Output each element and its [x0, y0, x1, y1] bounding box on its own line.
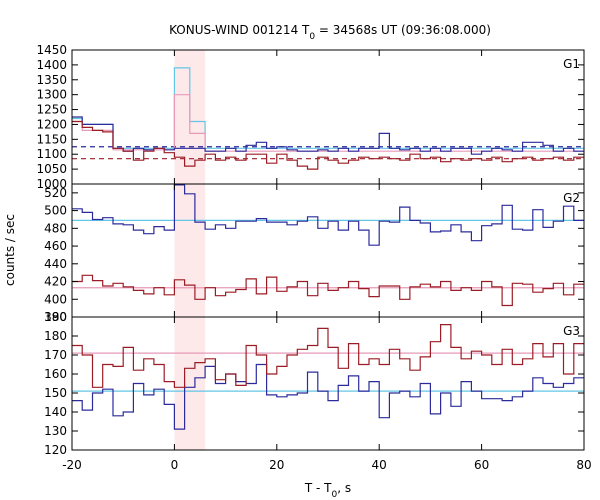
- y-tick-label: 400: [44, 292, 67, 306]
- panel-g1: [72, 67, 584, 170]
- series-red-line: [72, 274, 584, 307]
- y-tick-label: 1000: [36, 177, 67, 191]
- y-tick-label: 460: [44, 239, 67, 253]
- y-axis-label: counts / sec: [3, 214, 17, 286]
- y-tick-label: 140: [44, 405, 67, 419]
- x-axis-label-main: T - T: [304, 481, 332, 495]
- y-tick-label: 130: [44, 424, 67, 438]
- y-tick-label: 160: [44, 367, 67, 381]
- y-tick-label: 480: [44, 221, 67, 235]
- x-tick-label: 20: [269, 458, 284, 472]
- y-tick-label: 1400: [36, 58, 67, 72]
- y-tick-label: 1100: [36, 147, 67, 161]
- panel-frame: [71, 49, 585, 185]
- y-tick-label: 120: [44, 443, 67, 457]
- x-axis-label: T - T0, s: [304, 481, 351, 500]
- series-red-line: [72, 120, 584, 170]
- x-axis-label-sub: 0: [332, 490, 338, 500]
- x-tick-label: 0: [171, 458, 179, 472]
- axes: 1000105011001150120012501300135014001450…: [36, 43, 591, 472]
- y-tick-label: 1250: [36, 103, 67, 117]
- x-axis-label-rest: , s: [337, 481, 351, 495]
- series-blue-line: [72, 184, 584, 246]
- y-tick-label: 1150: [36, 132, 67, 146]
- panel-g3: [72, 324, 584, 430]
- panel-label: G1: [563, 57, 580, 71]
- chart-title-rest: = 34568s UT (09:36:08.000): [315, 23, 491, 37]
- y-tick-label: 380: [44, 310, 67, 324]
- panel-frame: [71, 316, 585, 451]
- y-tick-label: 520: [44, 186, 67, 200]
- y-tick-label: 190: [44, 310, 67, 324]
- chart-title-main: KONUS-WIND 001214 T: [169, 23, 310, 37]
- y-tick-label: 1200: [36, 117, 67, 131]
- y-tick-label: 420: [44, 275, 67, 289]
- x-tick-label: -20: [62, 458, 82, 472]
- chart-title-sub: 0: [309, 32, 315, 42]
- y-tick-label: 500: [44, 204, 67, 218]
- series-blue-line: [72, 363, 584, 430]
- panel-label: G2: [563, 191, 580, 205]
- series-red-line: [72, 324, 584, 388]
- x-tick-label: 40: [372, 458, 387, 472]
- y-tick-label: 180: [44, 329, 67, 343]
- series-cyan-line: [72, 67, 584, 149]
- chart-title: KONUS-WIND 001214 T0 = 34568s UT (09:36:…: [169, 23, 491, 42]
- y-tick-label: 150: [44, 386, 67, 400]
- y-tick-label: 1350: [36, 73, 67, 87]
- y-tick-label: 1300: [36, 88, 67, 102]
- y-tick-label: 440: [44, 257, 67, 271]
- y-tick-label: 1050: [36, 162, 67, 176]
- series-pink-line: [72, 94, 584, 152]
- panel-g2: [72, 184, 584, 307]
- panel-label: G3: [563, 324, 580, 338]
- x-tick-label: 60: [474, 458, 489, 472]
- x-tick-label: 80: [576, 458, 591, 472]
- y-tick-label: 170: [44, 348, 67, 362]
- panel-frame: [71, 183, 585, 318]
- panels: [72, 67, 584, 430]
- y-tick-label: 1450: [36, 43, 67, 57]
